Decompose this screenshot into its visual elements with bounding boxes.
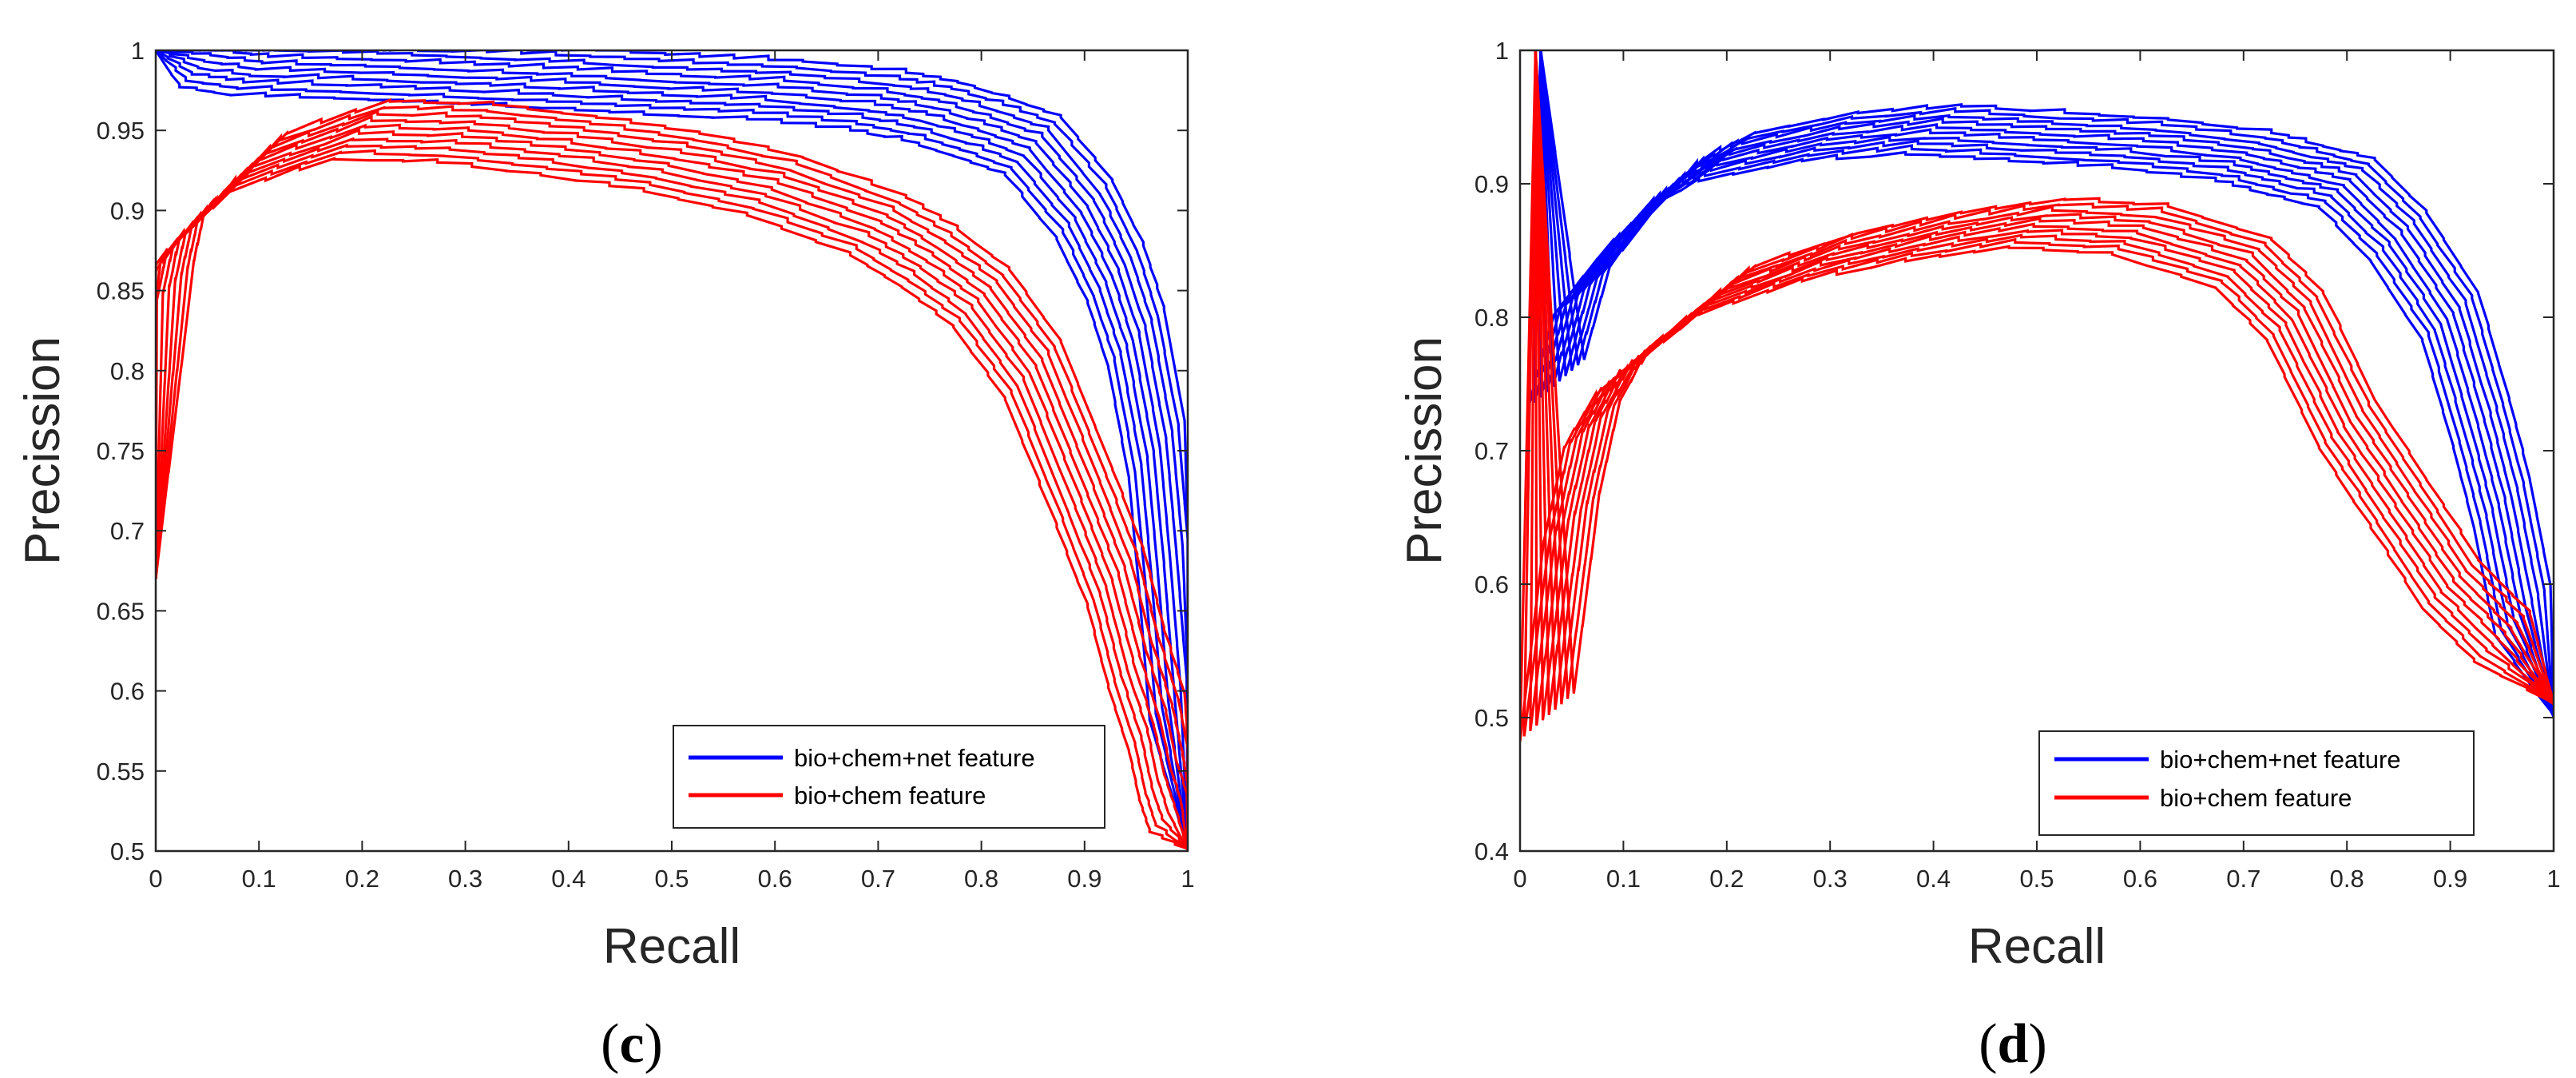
- y-tick-label-d: 1: [1495, 37, 1509, 65]
- panel-letter-c: c: [619, 1013, 644, 1075]
- y-tick-label-c: 0.65: [97, 597, 145, 625]
- series-line-c-blue: [156, 50, 1188, 851]
- data-layer-d: [1520, 50, 2554, 742]
- y-axis-title-d: Precission: [1397, 336, 1452, 565]
- series-line-c-blue: [156, 50, 1188, 851]
- legend-d: bio+chem+net feature bio+chem feature: [2038, 730, 2475, 836]
- y-tick-label-c: 0.55: [97, 758, 145, 786]
- y-tick-label-c: 0.95: [97, 117, 145, 145]
- x-tick-label-d: 0.2: [1709, 865, 1744, 893]
- series-group-c: [156, 50, 1188, 851]
- series-line-d-red: [1534, 50, 2554, 715]
- x-tick-label-c: 0.6: [758, 865, 792, 893]
- x-axis-title-c: Recall: [603, 919, 740, 974]
- series-group-d: [1520, 50, 2554, 742]
- series-line-c-blue: [156, 50, 1188, 851]
- series-line-d-blue: [1539, 50, 2554, 718]
- series-line-c-red: [156, 128, 1188, 851]
- x-tick-label-d: 0: [1513, 865, 1526, 893]
- legend-box-d: [2038, 730, 2475, 836]
- y-tick-label-c: 0.9: [110, 197, 145, 225]
- x-tick-label-d: 0.7: [2226, 865, 2260, 893]
- legend-c: bio+chem+net feature bio+chem feature: [673, 725, 1105, 829]
- series-line-c-blue: [156, 50, 1188, 851]
- series-line-d-red: [1534, 50, 2554, 710]
- y-tick-label-d: 0.7: [1475, 437, 1509, 465]
- x-tick-labels-c: 0 0.1 0.2 0.3 0.4 0.5 0.6 0.7 0.8 0.9 1: [149, 865, 1194, 893]
- legend-label-blue-c: bio+chem+net feature: [794, 744, 1035, 772]
- x-tick-label-c: 1: [1181, 865, 1194, 893]
- series-line-c-blue: [156, 50, 1188, 851]
- series-line-c-blue: [156, 50, 1188, 851]
- series-line-d-red: [1534, 50, 2554, 705]
- x-tick-label-d: 0.1: [1606, 865, 1641, 893]
- series-line-d-red: [1529, 50, 2554, 731]
- x-tick-label-c: 0.1: [242, 865, 276, 893]
- y-tick-label-c: 0.85: [97, 277, 145, 305]
- y-tick-label-c: 0.75: [97, 437, 145, 465]
- series-line-d-red: [1522, 50, 2554, 737]
- y-tick-label-d: 0.5: [1475, 704, 1509, 732]
- y-tick-label-c: 1: [131, 37, 145, 65]
- panel-label-c: (c): [601, 1013, 663, 1075]
- x-axis-title-d: Recall: [1968, 919, 2106, 974]
- series-line-c-red: [156, 123, 1188, 851]
- x-tick-label-c: 0.3: [448, 865, 482, 893]
- y-tick-label-c: 0.6: [110, 678, 145, 706]
- y-tick-labels-d: 0.4 0.5 0.6 0.7 0.8 0.9 1: [1475, 37, 1509, 865]
- y-tick-label-d: 0.6: [1475, 571, 1509, 599]
- panel-letter-d: d: [1998, 1013, 2029, 1075]
- x-tick-label-c: 0.8: [964, 865, 998, 893]
- x-tick-labels-d: 0 0.1 0.2 0.3 0.4 0.5 0.6 0.7 0.8 0.9 1: [1513, 865, 2560, 893]
- legend-label-red-d: bio+chem feature: [2160, 784, 2352, 812]
- x-tick-label-c: 0.2: [345, 865, 379, 893]
- legend-box-c: [673, 725, 1105, 829]
- data-layer-c: [156, 50, 1188, 851]
- y-axis-title-c: Precission: [15, 336, 70, 565]
- y-tick-label-d: 0.4: [1475, 837, 1509, 865]
- x-tick-label-d: 0.3: [1813, 865, 1848, 893]
- series-line-d-red: [1520, 50, 2554, 742]
- x-tick-label-d: 1: [2546, 865, 2560, 893]
- x-tick-label-d: 0.5: [2019, 865, 2054, 893]
- series-line-c-red: [156, 97, 1188, 851]
- y-tick-label-d: 0.9: [1475, 170, 1509, 198]
- axis-ticks-c: [155, 50, 1189, 852]
- y-tick-labels-c: 0.5 0.55 0.6 0.65 0.7 0.75 0.8 0.85 0.9 0.95 1: [97, 37, 145, 865]
- series-line-c-blue: [156, 50, 1188, 851]
- x-tick-label-c: 0.7: [861, 865, 895, 893]
- x-tick-label-d: 0.9: [2433, 865, 2467, 893]
- x-tick-label-c: 0: [149, 865, 162, 893]
- y-tick-label-c: 0.8: [110, 357, 145, 385]
- series-line-d-blue: [1539, 50, 2554, 718]
- series-line-c-blue: [156, 50, 1188, 851]
- panel-label-d: (d): [1979, 1013, 2047, 1075]
- series-line-d-blue: [1539, 50, 2554, 718]
- series-line-d-red: [1534, 50, 2554, 721]
- x-tick-label-c: 0.9: [1067, 865, 1101, 893]
- x-tick-label-c: 0.5: [654, 865, 689, 893]
- series-line-d-red: [1534, 50, 2554, 726]
- chart-panel-d: 0 0.1 0.2 0.3 0.4 0.5 0.6 0.7 0.8 0.9 1 0.40.50.60…: [1397, 37, 2561, 1075]
- chart-panel-c: 0 0.1 0.2 0.3 0.4 0.5 0.6 0.7 0.8 0.9 1 0.5 0.55 0.6…: [15, 37, 1195, 1075]
- series-line-d-red: [1534, 50, 2554, 705]
- legend-label-red-c: bio+chem feature: [794, 782, 986, 809]
- x-tick-label-d: 0.6: [2123, 865, 2157, 893]
- x-tick-label-d: 0.4: [1916, 865, 1951, 893]
- y-tick-label-c: 0.5: [110, 837, 145, 865]
- legend-label-blue-d: bio+chem+net feature: [2160, 746, 2401, 774]
- axis-ticks-d: [1519, 50, 2554, 852]
- series-line-d-red: [1534, 50, 2554, 705]
- series-line-c-blue: [156, 50, 1188, 851]
- series-line-c-blue: [156, 50, 1188, 851]
- y-tick-label-d: 0.8: [1475, 304, 1509, 332]
- x-tick-label-c: 0.4: [551, 865, 585, 893]
- y-tick-label-c: 0.7: [110, 517, 145, 545]
- x-tick-label-d: 0.8: [2330, 865, 2364, 893]
- series-line-d-blue: [1526, 50, 2554, 718]
